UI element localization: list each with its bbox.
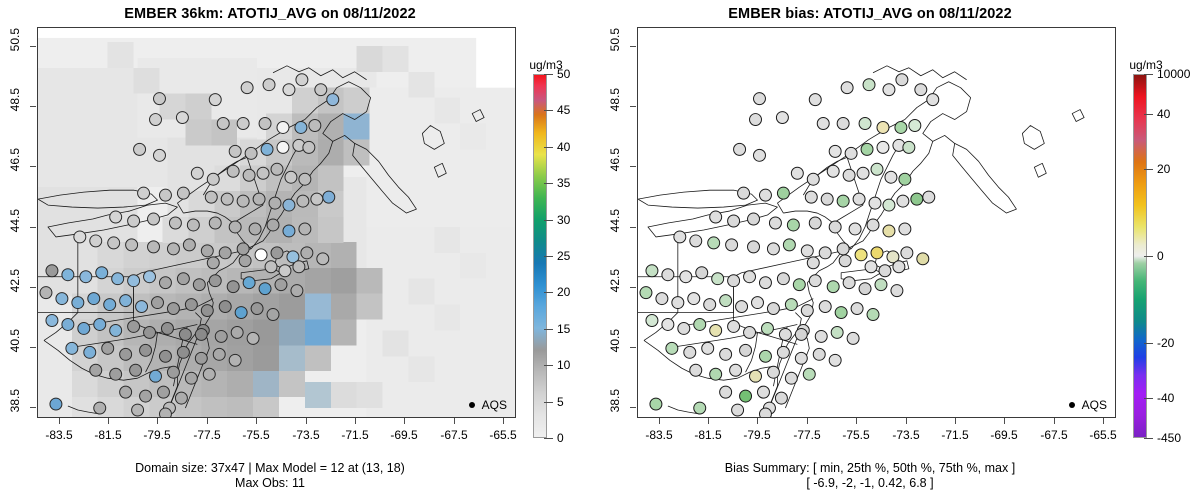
bias-ytick-46.5: 46.5	[608, 148, 622, 172]
colorbar-tick-label: 5	[557, 394, 564, 409]
model-caption-line2: Max Obs: 11	[235, 476, 305, 490]
bias-colorbar-unit: ug/m3	[1129, 58, 1163, 72]
bias-xtick-83.5: -83.5	[645, 428, 673, 442]
colorbar-tick	[544, 74, 553, 75]
colorbar-tick-label: 30	[557, 212, 571, 227]
model-xtick-79.5: -79.5	[143, 428, 171, 442]
colorbar-tick-label: 25	[557, 249, 571, 263]
bias-xtick-79.5: -79.5	[743, 428, 771, 442]
model-map-plot-area: AQS	[37, 27, 516, 418]
colorbar-tick	[544, 401, 553, 403]
model-caption-line1: Domain size: 37x47 | Max Model = 12 at (…	[135, 461, 405, 475]
bias-xtick-71.5: -71.5	[941, 428, 969, 442]
colorbar-tick-label: 20	[557, 285, 571, 300]
bias-ytick-42.5: 42.5	[608, 269, 622, 293]
model-ytick-46.5: 46.5	[8, 148, 22, 172]
model-xtick-69.5: -69.5	[390, 428, 418, 442]
bias-aqs-station-markers	[639, 73, 940, 417]
colorbar-tick-label: -40	[1157, 390, 1175, 405]
colorbar-tick-label: 50	[557, 67, 571, 81]
colorbar-tick	[1144, 397, 1153, 399]
bias-ytick-40.5: 40.5	[608, 329, 622, 353]
colorbar-tick	[1144, 74, 1153, 75]
colorbar-tick-label: 0	[1157, 249, 1164, 263]
colorbar-tick-label: 45	[557, 103, 571, 118]
bias-xtick-69.5: -69.5	[990, 428, 1018, 442]
bias-ytick-44.5: 44.5	[608, 209, 622, 233]
colorbar-tick-label: -450	[1157, 431, 1182, 445]
colorbar-tick	[1144, 168, 1153, 170]
colorbar-tick-label: 40	[1157, 107, 1171, 122]
bias-colorbar: ug/m3 -450 -40 -20 0 20 40 10000	[1128, 28, 1200, 445]
model-xtick-71.5: -71.5	[341, 428, 369, 442]
colorbar-tick-label: 20	[1157, 161, 1171, 176]
aqs-marker-icon	[1068, 402, 1075, 408]
model-ytick-40.5: 40.5	[8, 329, 22, 353]
colorbar-tick-label: 10000	[1157, 67, 1191, 81]
colorbar-tick	[544, 183, 553, 185]
bias-map-plot-area: AQS	[637, 27, 1116, 418]
colorbar-tick	[544, 365, 553, 367]
bias-xtick-73.5: -73.5	[892, 428, 920, 442]
colorbar-tick	[1144, 256, 1153, 257]
bias-caption-line2: [ -6.9, -2, -1, 0.42, 6.8 ]	[806, 476, 934, 490]
colorbar-tick-label: 40	[557, 139, 571, 154]
colorbar-tick	[1144, 438, 1153, 439]
colorbar-tick-label: 35	[557, 176, 571, 191]
colorbar-tick-label: -20	[1157, 336, 1175, 351]
model-ytick-38.5: 38.5	[8, 389, 22, 413]
bias-xtick-81.5: -81.5	[694, 428, 722, 442]
model-colorbar-unit: ug/m3	[529, 58, 563, 72]
bias-caption-line1: Bias Summary: [ min, 25th %, 50th %, 75t…	[724, 461, 1016, 475]
panel-model: EMBER 36km: ATOTIJ_AVG on 08/11/2022	[8, 6, 598, 490]
model-xtick-75.5: -75.5	[242, 428, 270, 442]
model-ytick-48.5: 48.5	[8, 88, 22, 112]
panel-bias: EMBER bias: ATOTIJ_AVG on 08/11/2022	[600, 0, 1200, 502]
model-xtick-81.5: -81.5	[94, 428, 122, 442]
bias-ytick-50.5: 50.5	[608, 28, 622, 52]
bias-aqs-legend: AQS	[1068, 398, 1107, 412]
model-aqs-legend: AQS	[468, 398, 507, 412]
panel-model-title: EMBER 36km: ATOTIJ_AVG on 08/11/2022	[124, 6, 416, 22]
colorbar-tick	[544, 110, 553, 112]
colorbar-tick	[544, 146, 553, 148]
model-xtick-67.5: -67.5	[440, 428, 468, 442]
bias-xtick-65.5: -65.5	[1089, 428, 1117, 442]
colorbar-tick	[544, 292, 553, 294]
model-ytick-42.5: 42.5	[8, 269, 22, 293]
model-aqs-station-markers	[39, 73, 340, 417]
model-xtick-77.5: -77.5	[193, 428, 221, 442]
aqs-marker-icon	[468, 402, 475, 408]
colorbar-tick	[544, 219, 553, 221]
colorbar-tick	[544, 328, 553, 330]
colorbar-tick	[1144, 114, 1153, 116]
colorbar-tick-label: 0	[557, 431, 564, 445]
panel-bias-title: EMBER bias: ATOTIJ_AVG on 08/11/2022	[728, 6, 1012, 22]
colorbar-tick-label: 15	[557, 321, 571, 336]
bias-ytick-48.5: 48.5	[608, 88, 622, 112]
model-ytick-44.5: 44.5	[8, 209, 22, 233]
colorbar-tick	[544, 438, 553, 439]
bias-xtick-75.5: -75.5	[842, 428, 870, 442]
model-xtick-83.5: -83.5	[45, 428, 73, 442]
model-xtick-65.5: -65.5	[489, 428, 517, 442]
bias-ytick-38.5: 38.5	[608, 389, 622, 413]
bias-aqs-legend-label: AQS	[1081, 398, 1107, 412]
bias-xtick-77.5: -77.5	[793, 428, 821, 442]
model-xtick-73.5: -73.5	[292, 428, 320, 442]
bias-xtick-67.5: -67.5	[1040, 428, 1068, 442]
model-colorbar: ug/m3 0 5 10 15 20 25 30 35 40 45 50	[528, 28, 598, 445]
colorbar-tick	[544, 256, 553, 257]
colorbar-tick-label: 10	[557, 358, 571, 373]
model-ytick-50.5: 50.5	[8, 28, 22, 52]
colorbar-tick	[1144, 343, 1153, 345]
model-aqs-legend-label: AQS	[481, 398, 507, 412]
